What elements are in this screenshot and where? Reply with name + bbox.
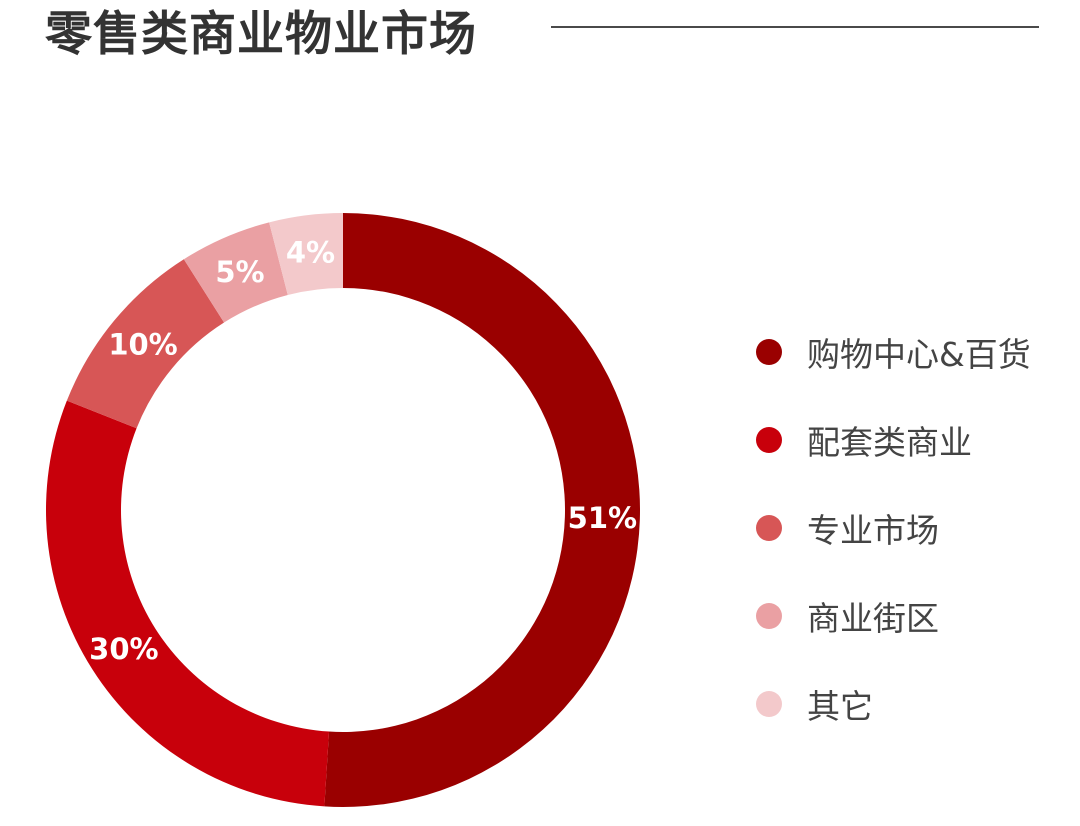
donut-slice-0: [324, 213, 641, 807]
chart-legend: 购物中心&百货 配套类商业 专业市场 商业街区 其它: [756, 308, 1031, 748]
donut-chart: 51% 30% 10% 5% 4%: [46, 213, 641, 807]
data-label-2: 10%: [108, 328, 177, 362]
data-label-4: 4%: [286, 236, 335, 270]
donut-slice-2: [66, 259, 225, 429]
legend-item-4: 其它: [756, 660, 1031, 748]
legend-label-3: 商业街区: [807, 599, 939, 638]
legend-item-2: 专业市场: [756, 484, 1031, 572]
data-label-3: 5%: [215, 255, 264, 289]
legend-marker-1: [756, 427, 782, 453]
title-divider: [551, 26, 1039, 28]
legend-label-0: 购物中心&百货: [807, 335, 1031, 374]
data-label-1: 30%: [89, 632, 158, 666]
legend-item-1: 配套类商业: [756, 396, 1031, 484]
legend-marker-2: [756, 515, 782, 541]
legend-marker-0: [756, 339, 782, 365]
donut-slice-3: [183, 222, 288, 323]
legend-item-0: 购物中心&百货: [756, 308, 1031, 396]
donut-slice-4: [269, 213, 343, 295]
legend-marker-3: [756, 603, 782, 629]
donut-slice-1: [46, 400, 330, 807]
legend-marker-4: [756, 691, 782, 717]
legend-item-3: 商业街区: [756, 572, 1031, 660]
legend-label-2: 专业市场: [807, 511, 939, 550]
legend-label-4: 其它: [807, 687, 873, 726]
chart-title: 零售类商业物业市场: [45, 7, 477, 62]
legend-label-1: 配套类商业: [807, 423, 972, 462]
data-label-0: 51%: [568, 501, 637, 535]
